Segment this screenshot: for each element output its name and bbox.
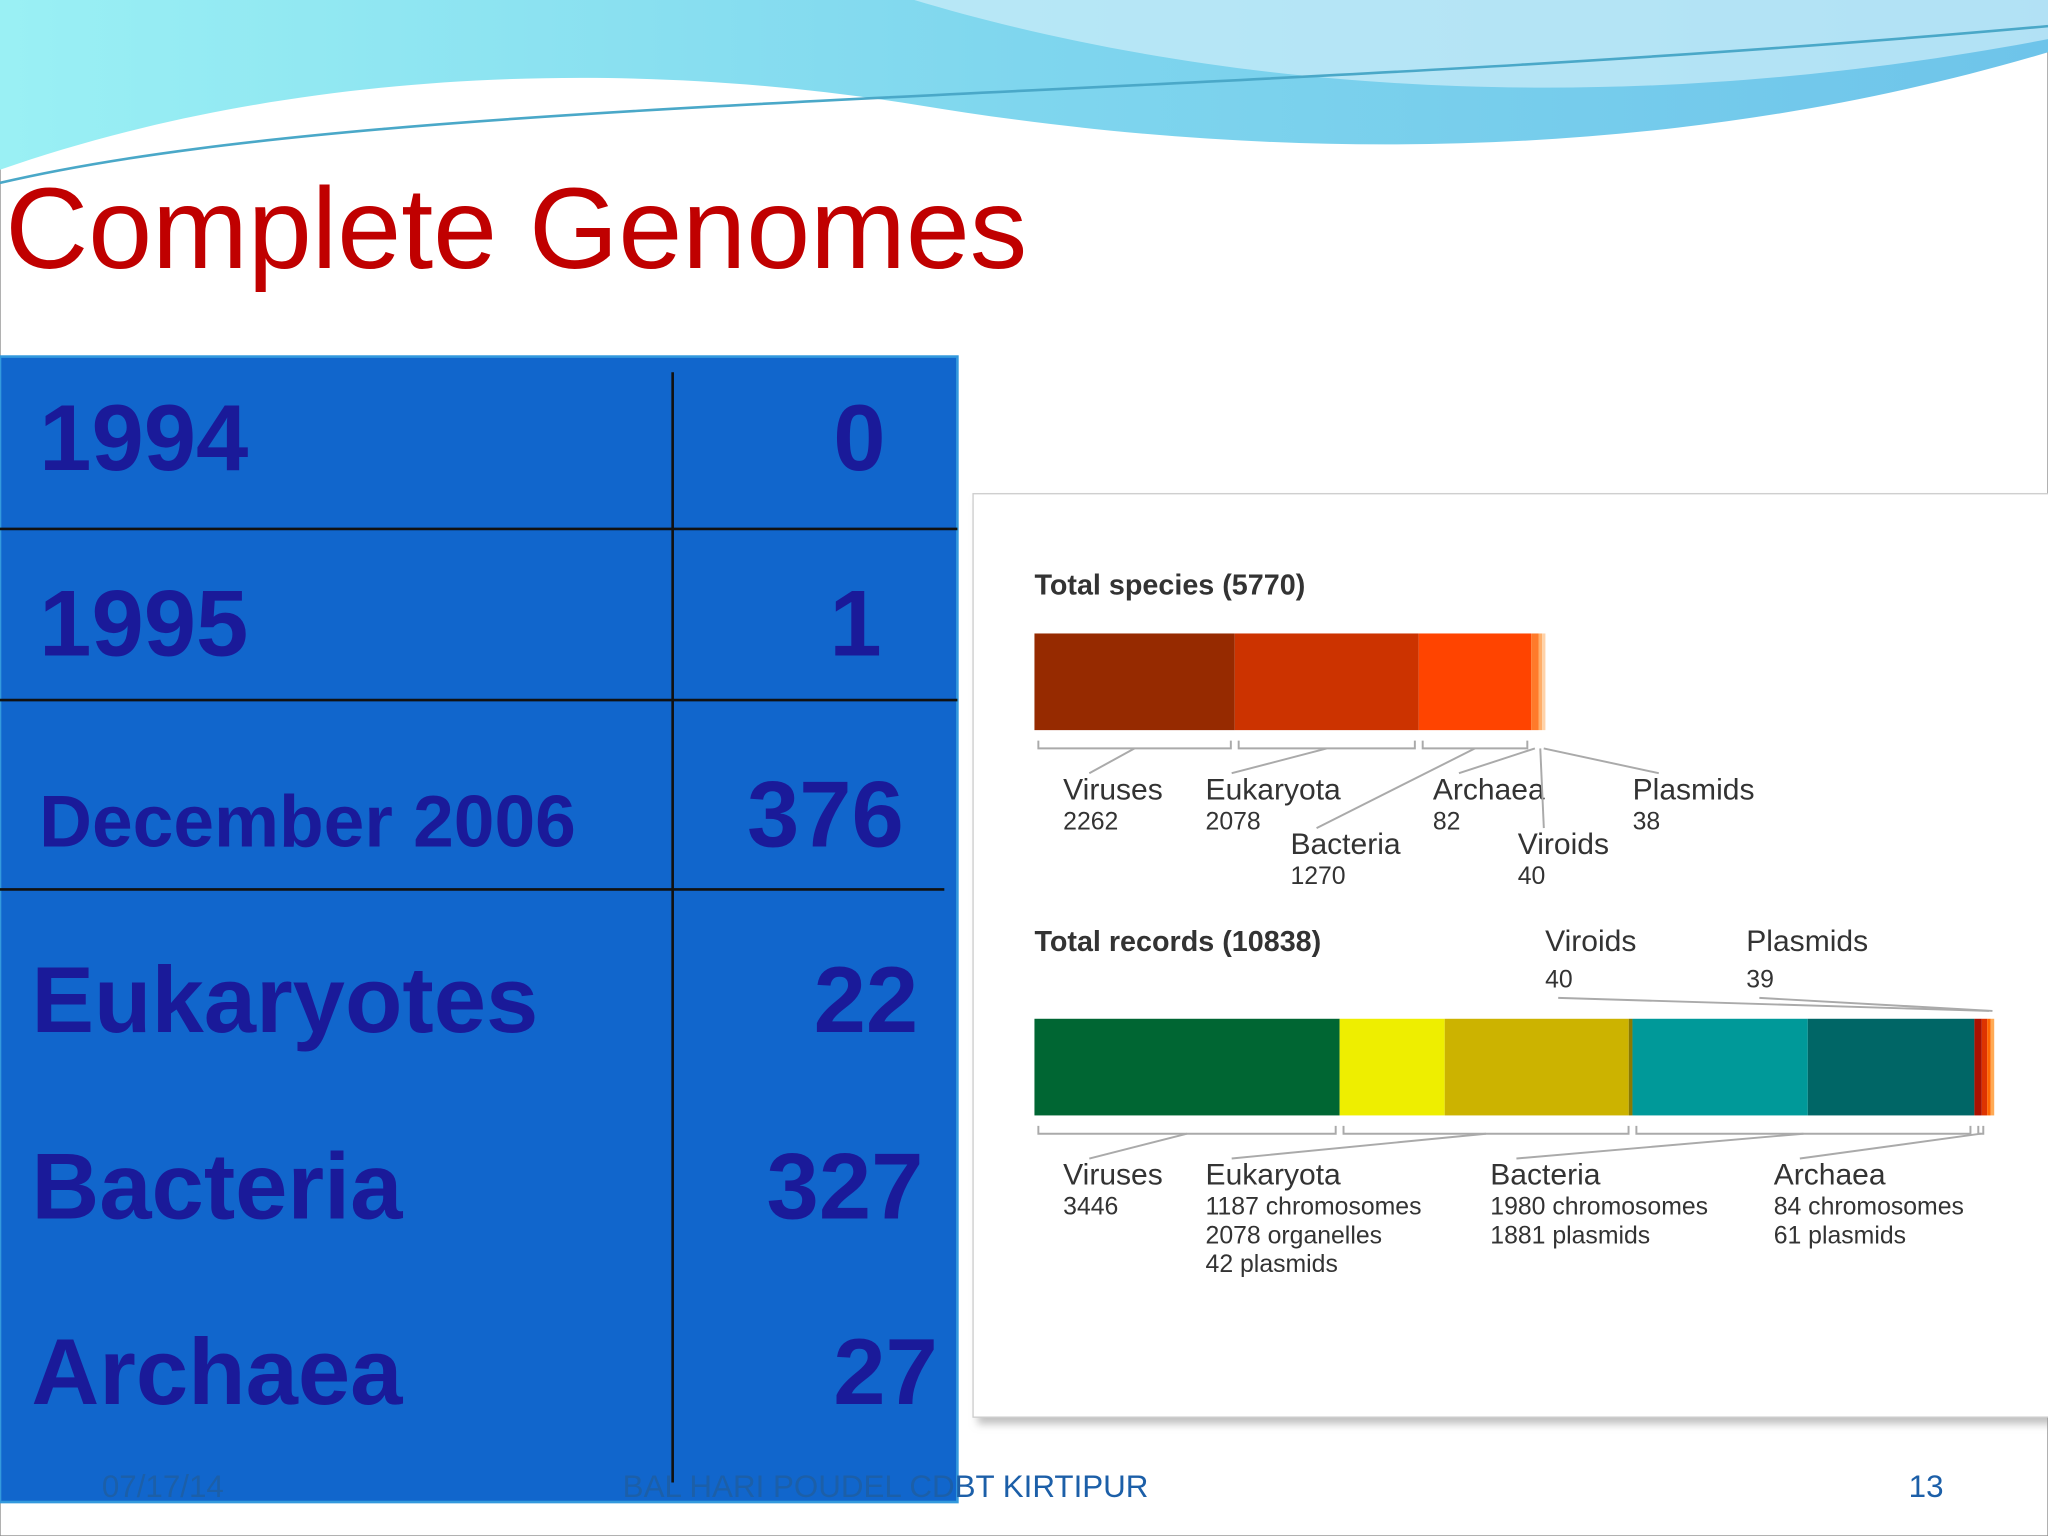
connector xyxy=(1558,996,1990,1012)
group-name: Plasmids xyxy=(1633,773,1755,806)
row-value: 327 xyxy=(767,1134,924,1239)
bar-heading: Total species (5770) xyxy=(1034,569,1305,601)
bar-segment xyxy=(1234,633,1419,731)
group-count: 42 plasmids xyxy=(1206,1251,1338,1278)
group-count: 1187 chromosomes xyxy=(1206,1194,1422,1221)
bracket xyxy=(1977,1125,1985,1135)
header-wave-light xyxy=(914,0,2048,88)
connector xyxy=(1539,748,1545,829)
row-label: Bacteria xyxy=(31,1134,403,1239)
group-name: Plasmids xyxy=(1746,925,1868,958)
connector xyxy=(1231,1132,1487,1160)
connector xyxy=(1759,996,1993,1012)
row-label: December 2006 xyxy=(39,781,576,862)
bar-segment xyxy=(1531,633,1539,731)
group-name: Eukaryota xyxy=(1206,773,1342,806)
figure: Total species (5770)Viruses2262Eukaryota… xyxy=(1034,569,1995,1278)
row-value: 22 xyxy=(814,947,919,1052)
connector xyxy=(1458,747,1536,775)
bar-segment xyxy=(1807,1018,1975,1116)
row-label: Archaea xyxy=(31,1319,403,1424)
title: Complete Genomes xyxy=(5,165,1027,293)
group-count: 84 chromosomes xyxy=(1774,1194,1964,1221)
table: 1994 0 1995 1 December 2006 376 Eukaryotes 22 Ba… xyxy=(31,385,937,1424)
row-value: 1 xyxy=(829,571,881,676)
group-name: Archaea xyxy=(1774,1159,1886,1192)
group-count: 61 plasmids xyxy=(1774,1222,1906,1249)
footer-author: BAL HARI POUDEL CDBT KIRTIPUR xyxy=(623,1469,1149,1504)
bracket xyxy=(1037,1125,1337,1135)
bracket xyxy=(1037,740,1232,750)
row-value: 0 xyxy=(833,385,885,490)
row-label: Eukaryotes xyxy=(31,947,538,1052)
bar-segment xyxy=(1981,1018,1988,1116)
row-value: 376 xyxy=(747,761,904,866)
connector xyxy=(1316,747,1476,829)
group-count: 1270 xyxy=(1290,863,1345,890)
connector xyxy=(1231,747,1328,775)
bar-segment xyxy=(1034,633,1235,731)
row-value: 27 xyxy=(833,1319,938,1424)
group-count: 82 xyxy=(1433,808,1461,835)
group-name: Bacteria xyxy=(1290,828,1400,861)
group-name: Viroids xyxy=(1518,828,1609,861)
connector xyxy=(1516,1132,1804,1160)
bar-segment xyxy=(1987,1018,1991,1116)
group-name: Viruses xyxy=(1063,773,1163,806)
group-count: 39 xyxy=(1746,966,1774,993)
connector xyxy=(1543,747,1659,775)
connector xyxy=(1089,1132,1188,1160)
group-name: Eukaryota xyxy=(1206,1159,1342,1192)
group-name: Archaea xyxy=(1433,773,1545,806)
row-label: 1995 xyxy=(39,571,248,676)
connector xyxy=(1088,747,1136,775)
bar-segment xyxy=(1339,1018,1445,1116)
table-background xyxy=(0,355,959,1504)
bar-segment xyxy=(1418,633,1532,731)
bar-heading: Total records (10838) xyxy=(1034,926,1321,958)
footer-page: 13 xyxy=(1909,1469,1944,1504)
row-label: 1994 xyxy=(39,385,248,490)
footer-date: 07/17/14 xyxy=(102,1469,224,1504)
group-count: 3446 xyxy=(1063,1194,1118,1221)
group-name: Bacteria xyxy=(1490,1159,1600,1192)
connector xyxy=(1799,1132,1981,1160)
bar-segment xyxy=(1034,1018,1340,1116)
group-count: 2078 xyxy=(1206,808,1261,835)
group-count: 2262 xyxy=(1063,808,1118,835)
group-name: Viruses xyxy=(1063,1159,1163,1192)
bar-segment xyxy=(1538,633,1543,731)
group-count: 38 xyxy=(1633,808,1661,835)
group-count: 40 xyxy=(1518,863,1546,890)
bar-segment xyxy=(1628,1018,1633,1116)
bar-segment xyxy=(1632,1018,1808,1116)
bar-segment xyxy=(1990,1018,1995,1116)
bar-segment xyxy=(1974,1018,1982,1116)
header-curve xyxy=(0,24,2048,185)
group-count: 40 xyxy=(1545,966,1573,993)
group-count: 1881 plasmids xyxy=(1490,1222,1650,1249)
bar-segment xyxy=(1444,1018,1629,1116)
group-count: 1980 chromosomes xyxy=(1490,1194,1708,1221)
bar-segment xyxy=(1542,633,1546,731)
group-name: Viroids xyxy=(1545,925,1636,958)
group-count: 2078 organelles xyxy=(1206,1222,1382,1249)
